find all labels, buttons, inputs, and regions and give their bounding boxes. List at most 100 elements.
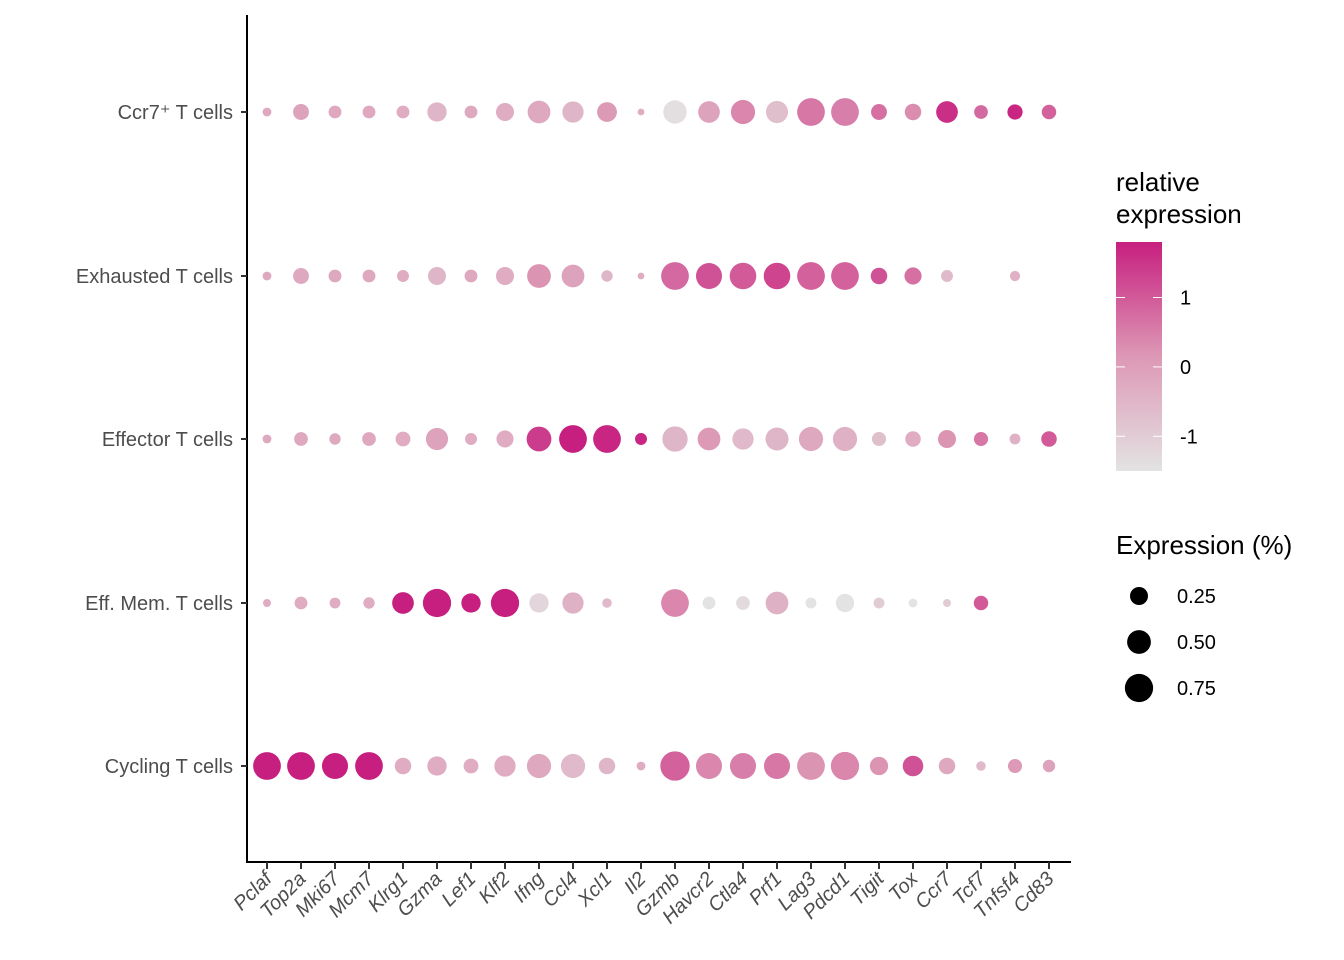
- size-legend-label: 0.50: [1177, 632, 1216, 654]
- dot-havcr2-row2: [697, 427, 721, 451]
- dot-tigit-row4: [869, 756, 889, 776]
- dot-lef1-row1: [464, 269, 478, 283]
- dot-mki67-row1: [328, 269, 342, 283]
- dot-tigit-row3: [873, 597, 885, 609]
- dot-klrg1-row3: [392, 592, 414, 614]
- dot-ctla4-row2: [732, 428, 754, 450]
- dot-tnfsf4-row2: [1009, 433, 1021, 445]
- dot-gzma-row1: [428, 267, 446, 285]
- dot-mcm7-row0: [362, 105, 376, 119]
- dot-ccr7-row0: [936, 101, 958, 123]
- dot-lef1-row4: [463, 758, 479, 774]
- size-legend-dot: [1127, 630, 1151, 654]
- dot-havcr2-row1: [695, 262, 723, 290]
- dot-klf2-row2: [496, 430, 514, 448]
- dot-prf1-row3: [765, 591, 789, 615]
- dot-tcf7-row4: [976, 761, 986, 771]
- dot-mki67-row4: [321, 752, 349, 780]
- size-legend-dot: [1130, 587, 1148, 605]
- dot-ccr7-row1: [941, 270, 953, 282]
- dot-pdcd1-row4: [830, 751, 860, 781]
- dot-pclaf-row2: [262, 434, 272, 444]
- dot-lef1-row2: [465, 433, 477, 445]
- dot-top2a-row4: [287, 752, 315, 780]
- dot-tnfsf4-row1: [1009, 270, 1021, 282]
- dot-pclaf-row3: [263, 599, 271, 607]
- dot-ifng-row2: [526, 426, 552, 452]
- dot-ctla4-row1: [729, 262, 757, 290]
- dot-lag3-row0: [797, 98, 825, 126]
- color-legend: relative expression 1 0 -1: [1116, 167, 1242, 471]
- dot-mcm7-row2: [362, 432, 376, 446]
- dot-lag3-row2: [798, 426, 824, 452]
- dot-tox-row0: [904, 103, 922, 121]
- dot-pdcd1-row3: [835, 593, 855, 613]
- size-legend-title: Expression (%): [1116, 530, 1292, 560]
- dot-mcm7-row4: [355, 752, 383, 780]
- y-tick-label: Cycling T cells: [105, 756, 233, 778]
- y-tick-label: Exhausted T cells: [76, 266, 233, 288]
- size-legend-dot: [1124, 673, 1154, 703]
- dot-xcl1-row2: [593, 425, 621, 453]
- dot-mcm7-row3: [363, 597, 375, 609]
- dot-ccl4-row4: [560, 753, 586, 779]
- color-tick-label: 1: [1180, 288, 1191, 310]
- dot-havcr2-row3: [702, 596, 716, 610]
- dot-pdcd1-row0: [831, 98, 859, 126]
- x-tick-label: Lef1: [437, 868, 480, 911]
- dot-klrg1-row2: [395, 431, 411, 447]
- dot-il2-row1: [637, 272, 645, 280]
- dot-tigit-row0: [871, 104, 887, 120]
- dot-pclaf-row4: [253, 752, 281, 780]
- dot-ccr7-row4: [938, 757, 956, 775]
- size-legend: Expression (%) 0.25 0.50 0.75: [1116, 530, 1292, 703]
- dot-pclaf-row0: [262, 107, 272, 117]
- dot-ccl4-row0: [562, 101, 584, 123]
- dot-klrg1-row4: [394, 757, 412, 775]
- x-tick-label: Klf2: [475, 868, 515, 908]
- dot-ccr7-row2: [938, 430, 956, 448]
- dot-tcf7-row3: [973, 595, 989, 611]
- dot-ccl4-row3: [562, 592, 584, 614]
- dot-prf1-row1: [763, 262, 791, 290]
- dot-gzmb-row2: [662, 426, 688, 452]
- dot-il2-row4: [636, 761, 646, 771]
- dot-tcf7-row0: [974, 105, 988, 119]
- dot-top2a-row3: [294, 596, 308, 610]
- dot-havcr2-row4: [695, 752, 723, 780]
- dot-mcm7-row1: [362, 269, 376, 283]
- color-legend-title-line1: relative: [1116, 167, 1200, 197]
- dot-ctla4-row3: [736, 596, 750, 610]
- dot-gzma-row4: [427, 756, 447, 776]
- dot-gzmb-row0: [663, 100, 687, 124]
- y-tick-label: Eff. Mem. T cells: [85, 593, 233, 615]
- dot-prf1-row0: [765, 100, 789, 124]
- dot-tcf7-row2: [973, 431, 989, 447]
- dot-mki67-row3: [329, 597, 341, 609]
- dot-ifng-row1: [527, 264, 551, 288]
- dot-klrg1-row0: [396, 105, 410, 119]
- dot-gzmb-row4: [660, 751, 690, 781]
- dot-il2-row2: [635, 433, 647, 445]
- dot-ifng-row4: [526, 753, 552, 779]
- dot-tigit-row2: [871, 431, 887, 447]
- y-tick-label: Ccr7⁺ T cells: [118, 102, 233, 124]
- dot-ifng-row3: [529, 593, 549, 613]
- x-tick-label: Tigit: [846, 867, 889, 910]
- dot-gzma-row0: [427, 102, 447, 122]
- dots-layer: [253, 98, 1057, 781]
- color-bar: [1116, 242, 1162, 471]
- dot-tox-row1: [904, 267, 922, 285]
- dot-tox-row2: [905, 431, 921, 447]
- dot-lag3-row1: [797, 262, 825, 290]
- color-tick-label: -1: [1180, 426, 1198, 448]
- dot-klf2-row4: [494, 755, 516, 777]
- x-tick-label: Cd83: [1009, 868, 1058, 917]
- dot-prf1-row2: [765, 427, 789, 451]
- dot-tox-row3: [908, 598, 918, 608]
- dot-gzma-row3: [422, 588, 452, 618]
- color-legend-title-line2: expression: [1116, 199, 1242, 229]
- dot-lag3-row4: [797, 752, 825, 780]
- dot-tnfsf4-row4: [1007, 758, 1023, 774]
